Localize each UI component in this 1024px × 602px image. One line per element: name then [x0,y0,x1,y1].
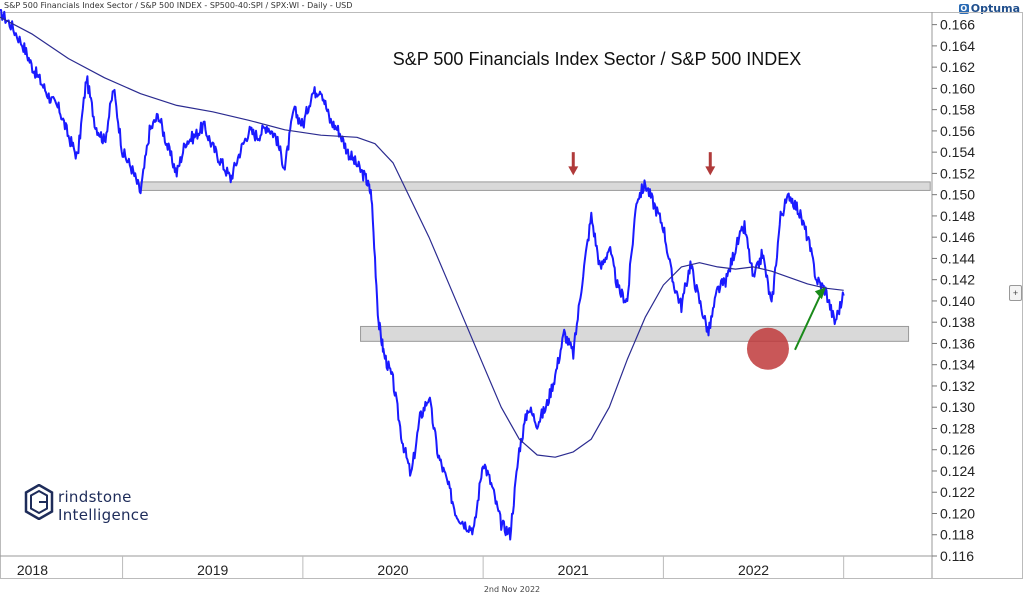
brand-label: Optuma [970,2,1020,15]
y-tick-label: 0.156 [940,123,975,139]
moving-average-line [0,16,844,458]
y-tick-label: 0.134 [940,357,975,373]
resistance-band [140,181,931,191]
y-tick-label: 0.164 [940,38,975,54]
brand: O Optuma [958,2,1020,15]
y-tick-label: 0.154 [940,144,975,160]
x-tick-label: 2022 [738,562,769,578]
footer-date: 2nd Nov 2022 [483,585,541,594]
y-tick-label: 0.116 [940,548,974,564]
chart-frame [0,12,1023,579]
down-arrow-2022-head [705,166,716,176]
y-tick-label: 0.142 [940,272,975,288]
y-tick-label: 0.150 [940,187,975,203]
y-tick-label: 0.144 [940,250,975,266]
y-tick-label: 0.122 [940,484,975,500]
up-arrow-shaft [794,293,822,351]
price-series-line [0,9,845,541]
y-tick-label: 0.160 [940,80,975,96]
chart-header-title: S&P 500 Financials Index Sector / S&P 50… [4,1,353,10]
y-tick-label: 0.138 [940,314,975,330]
chart-title: S&P 500 Financials Index Sector / S&P 50… [393,49,802,69]
up-arrow-head [814,287,826,300]
low-circle [746,327,789,370]
x-tick-label: 2021 [558,562,589,578]
support-band [360,325,910,342]
plus-icon[interactable]: + [1009,285,1022,301]
x-tick-label: 2020 [377,562,408,578]
y-tick-label: 0.158 [940,102,975,118]
y-tick-label: 0.162 [940,59,975,75]
y-tick-label: 0.136 [940,335,975,351]
down-arrow-2021-head [568,166,579,176]
y-tick-label: 0.148 [940,208,975,224]
grindstone-logo: rindstone Intelligence [24,484,174,534]
y-tick-label: 0.166 [940,17,975,33]
y-tick-label: 0.120 [940,505,975,521]
y-tick-label: 0.130 [940,399,975,415]
y-tick-label: 0.132 [940,378,975,394]
logo-line1: rindstone [58,488,132,506]
y-tick-label: 0.128 [940,420,975,436]
x-tick-label: 2018 [17,562,48,578]
y-tick-label: 0.146 [940,229,975,245]
y-tick-label: 0.118 [940,527,974,543]
optuma-logo-icon: O [958,3,969,14]
y-tick-label: 0.126 [940,442,975,458]
grindstone-g-icon [24,484,54,520]
y-tick-label: 0.124 [940,463,975,479]
logo-line2: Intelligence [58,506,149,524]
y-tick-label: 0.140 [940,293,975,309]
y-tick-label: 0.152 [940,165,975,181]
x-tick-label: 2019 [197,562,228,578]
